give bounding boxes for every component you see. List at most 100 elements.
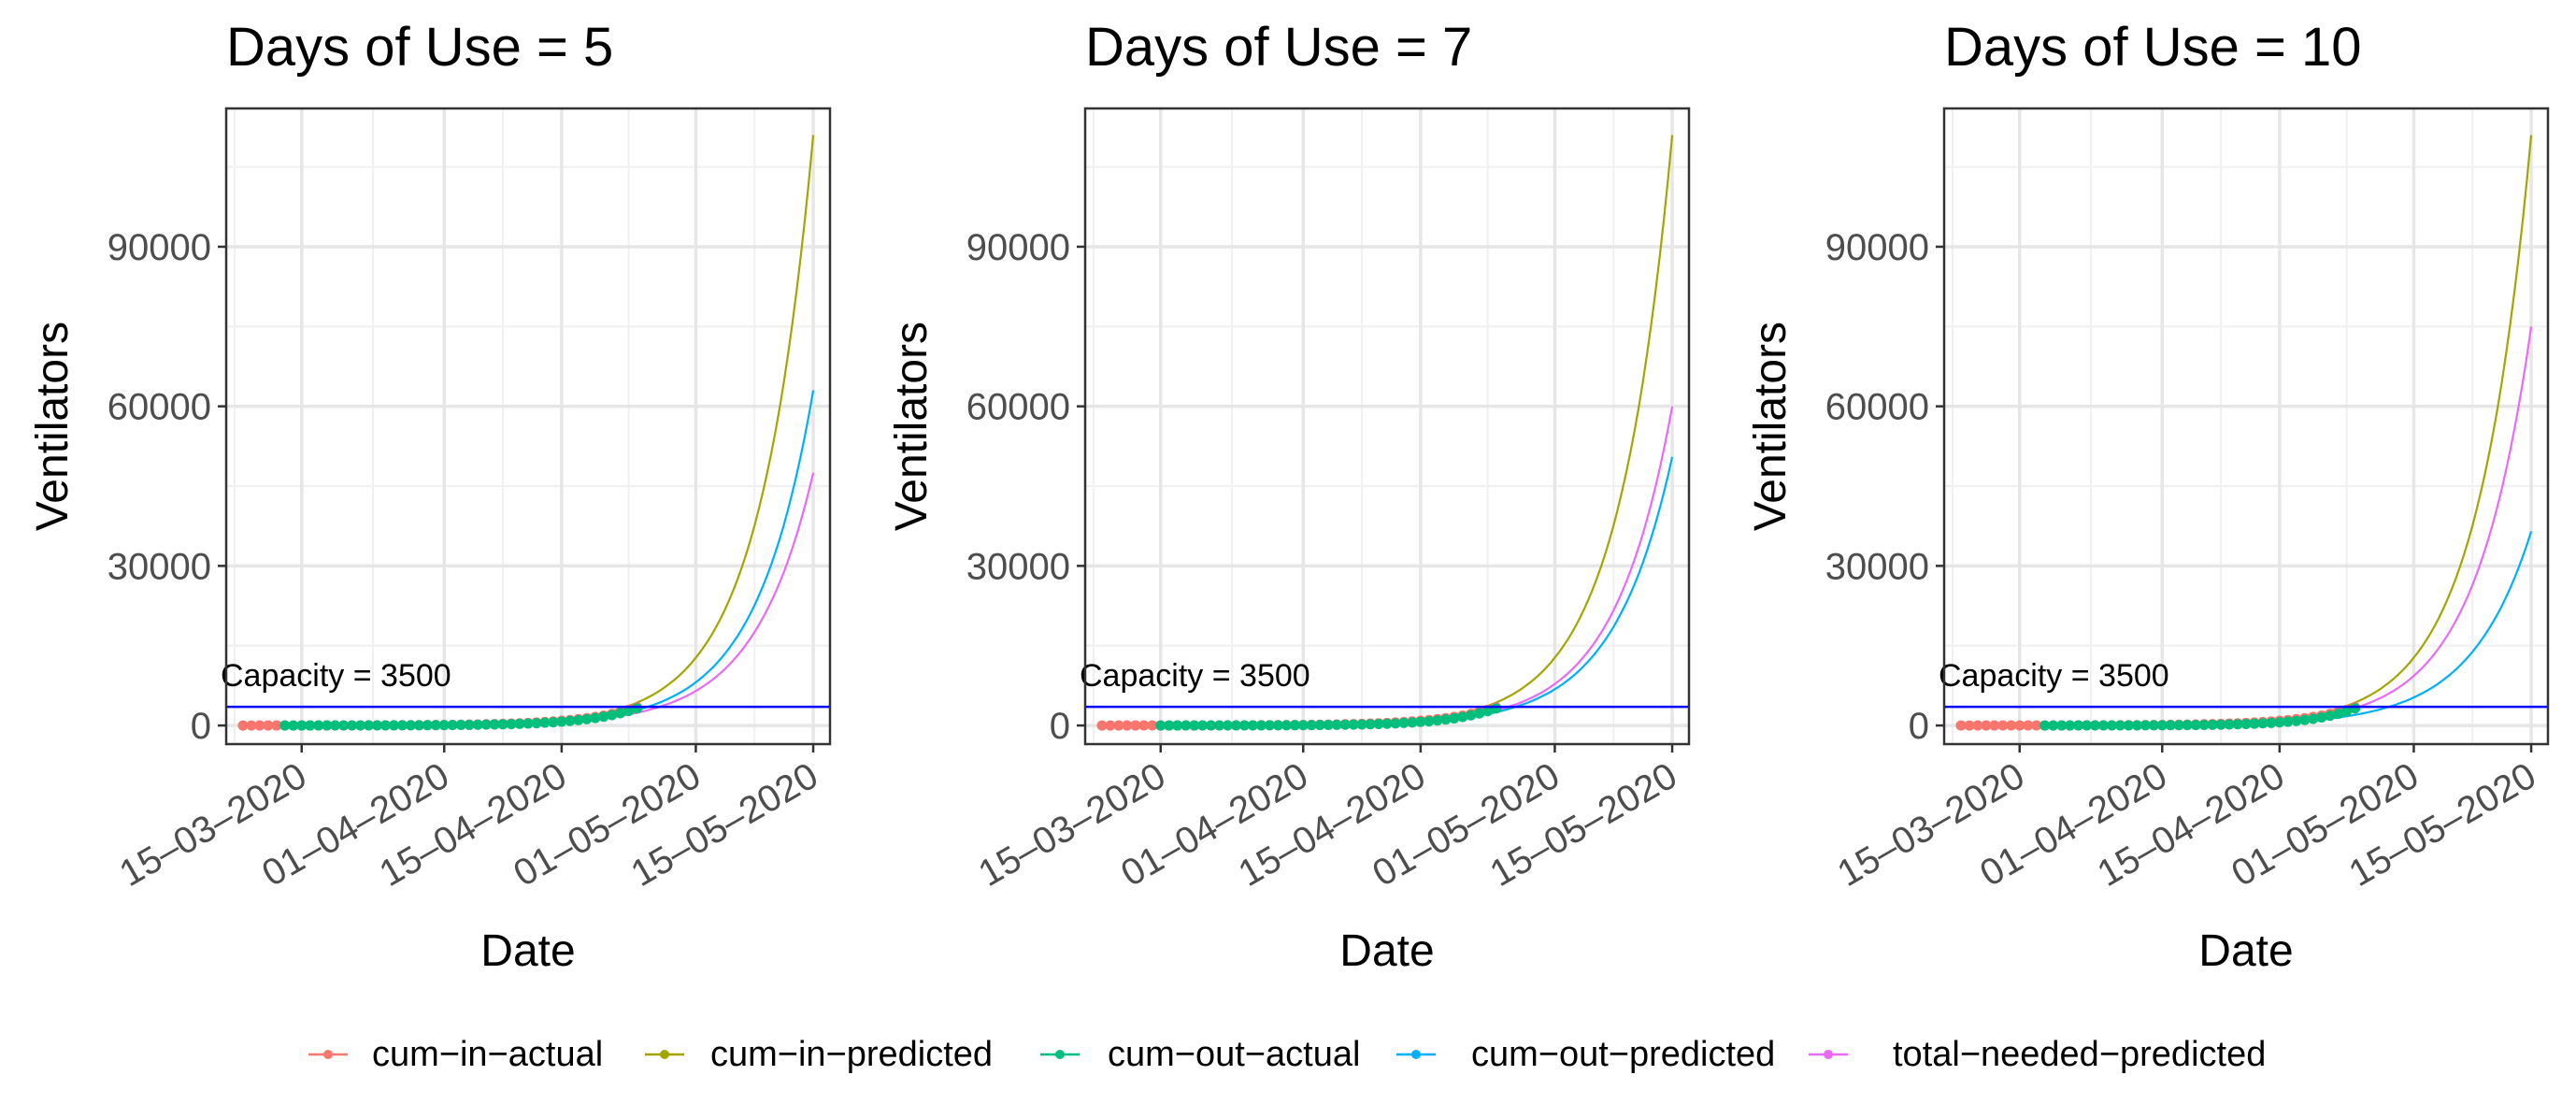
point-cum-out-actual: [1474, 708, 1485, 719]
chart-panel: Days of Use = 5 Capacity = 3500 0 30000 6000…: [28, 17, 832, 976]
point-cum-out-actual: [556, 716, 567, 727]
point-cum-out-actual: [1231, 720, 1241, 731]
y-tick-label: 60000: [966, 387, 1070, 428]
point-cum-out-actual: [2266, 717, 2277, 728]
point-cum-in-actual: [1122, 720, 1133, 731]
point-cum-out-actual: [1223, 720, 1234, 731]
point-cum-out-actual: [573, 714, 584, 725]
point-cum-out-actual: [2325, 710, 2336, 722]
point-cum-in-actual: [2006, 720, 2017, 731]
legend-label-cum-in-predicted: cum−in−predicted: [710, 1035, 993, 1074]
point-cum-out-actual: [1424, 716, 1435, 727]
x-axis-label: Date: [2198, 926, 2293, 976]
legend-label-cum-out-actual: cum−out−actual: [1108, 1035, 1360, 1074]
point-cum-out-actual: [623, 706, 635, 717]
capacity-label: Capacity = 3500: [221, 658, 451, 694]
y-tick-label: 30000: [107, 546, 211, 587]
point-cum-in-actual: [1138, 720, 1150, 731]
point-cum-out-actual: [430, 720, 441, 731]
point-cum-out-actual: [322, 720, 333, 731]
point-cum-out-actual: [1238, 720, 1250, 731]
point-cum-out-actual: [2097, 720, 2109, 731]
point-cum-out-actual: [330, 720, 341, 731]
y-tick-label: 60000: [107, 387, 211, 428]
point-cum-out-actual: [489, 719, 500, 730]
legend-item: cum−in−predicted: [645, 1035, 993, 1074]
point-cum-in-actual: [1113, 720, 1124, 731]
point-cum-out-actual: [1181, 720, 1192, 731]
legend-label-cum-out-predicted: cum−out−predicted: [1471, 1035, 1775, 1074]
point-cum-out-actual: [581, 713, 593, 724]
y-tick-label: 0: [1909, 706, 1929, 747]
point-cum-in-actual: [2031, 720, 2042, 731]
point-cum-out-actual: [2198, 719, 2210, 730]
legend-key-cum-out-actual-point: [1055, 1050, 1065, 1059]
point-cum-out-actual: [1297, 720, 1309, 731]
plot-area: [226, 108, 830, 744]
point-cum-out-actual: [2048, 720, 2059, 731]
legend-label-total-needed-predicted: total−needed−predicted: [1893, 1035, 2266, 1074]
point-cum-out-actual: [396, 720, 408, 731]
point-cum-out-actual: [2274, 717, 2285, 728]
point-cum-out-actual: [539, 717, 551, 728]
point-cum-out-actual: [1189, 720, 1200, 731]
point-cum-out-actual: [1264, 720, 1275, 731]
x-axis-label: Date: [1339, 926, 1434, 976]
point-cum-out-actual: [607, 710, 618, 721]
point-cum-out-actual: [2291, 715, 2302, 726]
point-cum-in-actual: [1997, 720, 2009, 731]
point-cum-in-actual: [263, 720, 274, 731]
plot-area: [1944, 108, 2548, 744]
point-cum-out-actual: [2283, 716, 2294, 727]
point-cum-out-actual: [1339, 719, 1351, 730]
point-cum-in-actual: [246, 720, 257, 731]
point-cum-in-actual: [2023, 720, 2034, 731]
point-cum-out-actual: [2182, 720, 2193, 731]
point-cum-out-actual: [455, 720, 466, 731]
legend-item: cum−in−actual: [308, 1035, 603, 1074]
point-cum-out-actual: [565, 715, 576, 726]
legend: cum−in−actual cum−in−predicted cum−out−a…: [308, 1035, 2266, 1074]
point-cum-out-actual: [296, 720, 308, 731]
point-cum-out-actual: [372, 720, 382, 731]
point-cum-in-actual: [1147, 720, 1158, 731]
legend-key-total-needed-predicted-point: [1824, 1050, 1833, 1059]
point-cum-out-actual: [2173, 720, 2184, 731]
plot-area: [1085, 108, 1689, 744]
point-cum-out-actual: [2140, 720, 2151, 731]
point-cum-out-actual: [1440, 714, 1452, 725]
point-cum-out-actual: [1373, 718, 1384, 729]
point-cum-out-actual: [1255, 720, 1267, 731]
point-cum-out-actual: [347, 720, 358, 731]
point-cum-out-actual: [1365, 719, 1376, 730]
point-cum-out-actual: [2299, 714, 2311, 725]
legend-key-cum-out-predicted-point: [1411, 1050, 1421, 1059]
point-cum-out-actual: [506, 719, 517, 730]
point-cum-out-actual: [1415, 716, 1426, 727]
point-cum-out-actual: [2106, 720, 2117, 731]
legend-key-cum-in-predicted-point: [660, 1050, 669, 1059]
point-cum-out-actual: [1272, 720, 1283, 731]
point-cum-in-actual: [254, 720, 265, 731]
panel-border: [1083, 107, 1691, 746]
point-cum-out-actual: [632, 703, 643, 714]
y-axis-label: Ventilators: [1746, 322, 1796, 531]
point-cum-out-actual: [1466, 710, 1477, 721]
point-cum-out-actual: [1348, 719, 1359, 730]
point-cum-out-actual: [338, 720, 350, 731]
point-cum-in-actual: [1989, 720, 2000, 731]
point-cum-out-actual: [598, 711, 609, 723]
point-cum-out-actual: [1306, 720, 1317, 731]
point-cum-out-actual: [2224, 719, 2235, 730]
point-cum-out-actual: [1491, 703, 1502, 714]
point-cum-out-actual: [1314, 720, 1325, 731]
point-cum-out-actual: [2131, 720, 2142, 731]
point-cum-out-actual: [2240, 719, 2252, 730]
y-axis-label: Ventilators: [28, 322, 78, 531]
point-cum-in-actual: [1964, 720, 1975, 731]
legend-label-cum-in-actual: cum−in−actual: [372, 1035, 603, 1074]
point-cum-in-actual: [271, 720, 282, 731]
chart-panel: Days of Use = 10 Capacity = 3500 0 30000 600…: [1746, 17, 2550, 976]
point-cum-out-actual: [1449, 712, 1460, 724]
